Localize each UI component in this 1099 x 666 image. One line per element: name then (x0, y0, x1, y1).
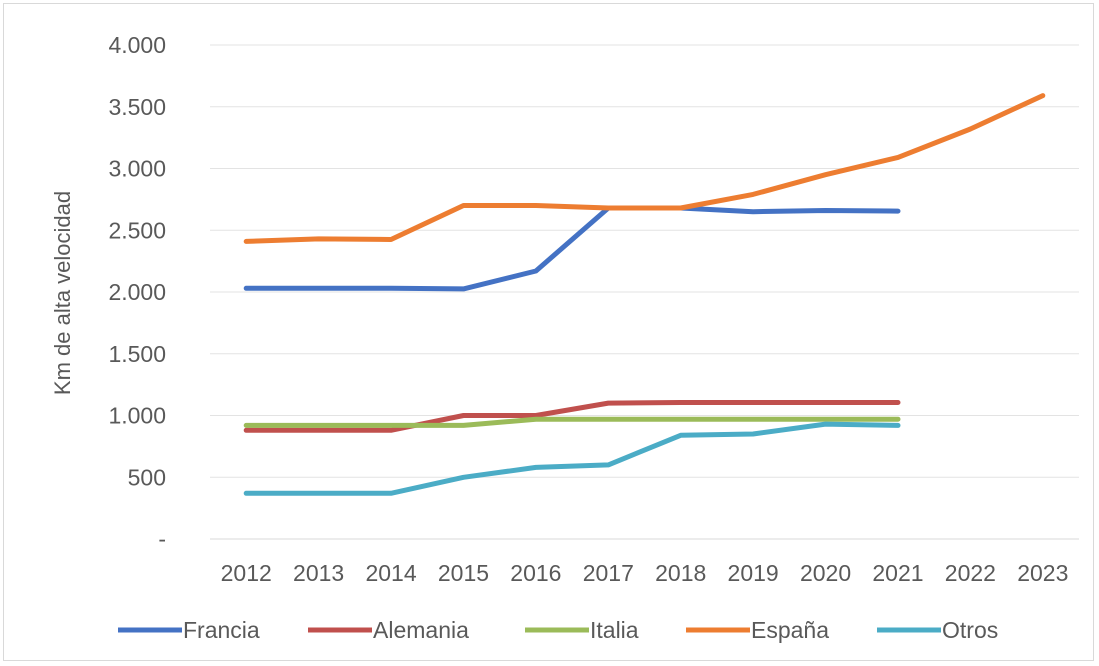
x-tick-label: 2020 (800, 560, 851, 586)
legend-label-alemania: Alemania (373, 617, 469, 643)
y-tick-label: 3.000 (108, 156, 166, 182)
y-tick-label: 1.500 (108, 341, 166, 367)
series-lines (243, 93, 1046, 496)
legend-label-francia: Francia (183, 617, 260, 643)
chart-frame (3, 3, 1094, 661)
series-line-francia (243, 205, 901, 292)
y-tick-label: 500 (128, 464, 166, 490)
x-tick-label: 2019 (728, 560, 779, 586)
x-tick-label: 2016 (510, 560, 561, 586)
series-line-espa-a (243, 93, 1046, 244)
y-tick-label: 2.500 (108, 217, 166, 243)
x-tick-label: 2017 (583, 560, 634, 586)
series-line-italia (243, 416, 901, 428)
y-tick-label: 4.000 (108, 32, 166, 58)
legend-label-espa-a: España (751, 617, 829, 643)
y-tick-label: - (158, 526, 166, 552)
x-tick-label: 2021 (872, 560, 923, 586)
x-tick-label: 2013 (293, 560, 344, 586)
y-axis-ticks: - 500 1.000 1.500 2.000 2.500 3.000 3.500 4.000 (108, 32, 166, 552)
series-line-otros (243, 421, 901, 496)
legend-label-italia: Italia (590, 617, 639, 643)
x-tick-label: 2015 (438, 560, 489, 586)
y-tick-label: 3.500 (108, 94, 166, 120)
x-tick-label: 2023 (1017, 560, 1068, 586)
legend: Francia Alemania Italia España Otros (118, 617, 998, 643)
y-axis-label: Km de alta velocidad (50, 191, 75, 395)
x-tick-label: 2014 (365, 560, 416, 586)
gridlines (210, 44, 1079, 540)
x-axis-ticks: 2012 2013 2014 2015 2016 2017 2018 2019 2020 2021… (221, 560, 1069, 586)
x-tick-label: 2018 (655, 560, 706, 586)
y-tick-label: 2.000 (108, 279, 166, 305)
x-tick-label: 2022 (945, 560, 996, 586)
y-tick-label: 1.000 (108, 403, 166, 429)
x-tick-label: 2012 (221, 560, 272, 586)
legend-label-otros: Otros (942, 617, 998, 643)
series-line-alemania (243, 400, 901, 433)
